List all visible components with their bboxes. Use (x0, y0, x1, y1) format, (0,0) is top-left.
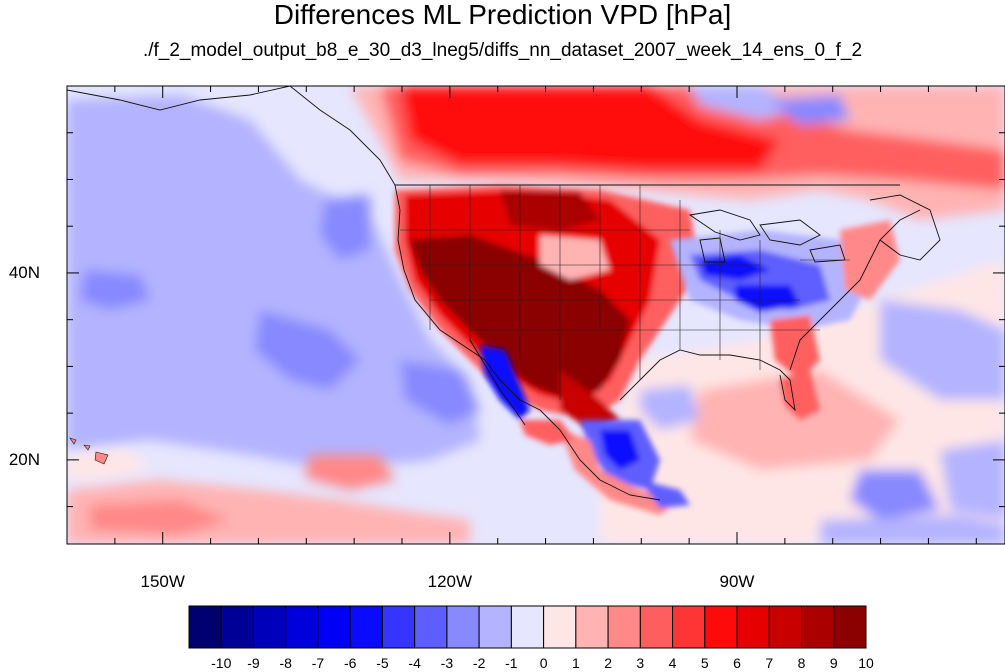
lon-label-90w: 90W (719, 572, 755, 591)
colorbar-swatch (607, 605, 641, 649)
colorbar-swatch (349, 605, 383, 649)
colorbar-label: 3 (636, 655, 645, 671)
colorbar-label: -3 (440, 655, 454, 671)
colorbar-swatch (768, 605, 803, 649)
hawaii-islands (69, 437, 109, 465)
state-borders (400, 185, 850, 400)
colorbar-label: 5 (700, 655, 709, 671)
lon-label-120w: 120W (427, 572, 473, 591)
colorbar-label: -6 (343, 655, 357, 671)
colorbar-swatch (543, 605, 577, 649)
colorbar-label: -1 (505, 655, 518, 671)
colorbar-swatch (801, 605, 835, 649)
colorbar-swatch (833, 605, 867, 649)
colorbar-swatch (381, 605, 416, 649)
colorbar-swatch (317, 605, 351, 649)
colorbar-label: -10 (211, 655, 232, 671)
canada-positive-field (350, 86, 1005, 220)
colorbar-swatch (188, 605, 222, 649)
colorbar-label: -4 (408, 655, 421, 671)
mexico-field (480, 345, 690, 515)
colorbar (188, 605, 867, 649)
colorbar-swatch (446, 605, 480, 649)
lat-label-20n: 20N (8, 449, 40, 469)
colorbar-swatch (672, 605, 706, 649)
map-frame (66, 85, 1005, 545)
colorbar-swatch (575, 605, 609, 649)
colorbar-label: 7 (765, 655, 774, 671)
map-field (67, 86, 1005, 544)
lon-label-150w: 150W (140, 572, 185, 591)
colorbar-label: 8 (797, 655, 806, 671)
colorbar-swatch (414, 605, 448, 649)
colorbar-label: 2 (604, 655, 612, 671)
colorbar-swatch (510, 605, 545, 649)
colorbar-label: 0 (539, 655, 548, 671)
map-subtitle: ./f_2_model_output_b8_e_30_d3_lneg5/diff… (142, 40, 863, 61)
colorbar-swatch (704, 605, 738, 649)
axis-ticks (67, 86, 1005, 544)
colorbar-swatch (736, 605, 770, 649)
colorbar-label: -9 (247, 655, 260, 671)
colorbar-label: 10 (858, 655, 874, 671)
colorbar-swatch (639, 605, 674, 649)
colorbar-label: 1 (571, 655, 580, 671)
colorbar-swatch (252, 605, 287, 649)
pacific-positive-field (67, 450, 470, 544)
pacific-negative-field (67, 95, 480, 470)
colorbar-swatch (220, 605, 254, 649)
colorbar-swatch (478, 605, 512, 649)
colorbar-label: 4 (668, 655, 677, 671)
colorbar-label: -5 (376, 655, 389, 671)
colorbar-label: -7 (311, 655, 325, 671)
lat-label-40n: 40N (8, 262, 40, 282)
colorbar-label: 6 (733, 655, 741, 671)
map-title: Differences ML Prediction VPD [hPa] (273, 0, 732, 30)
colorbar-swatch (285, 605, 319, 649)
colorbar-label: -2 (472, 655, 486, 671)
coastlines (67, 86, 941, 501)
colorbar-label: -8 (279, 655, 292, 671)
colorbar-label: 9 (829, 655, 838, 671)
